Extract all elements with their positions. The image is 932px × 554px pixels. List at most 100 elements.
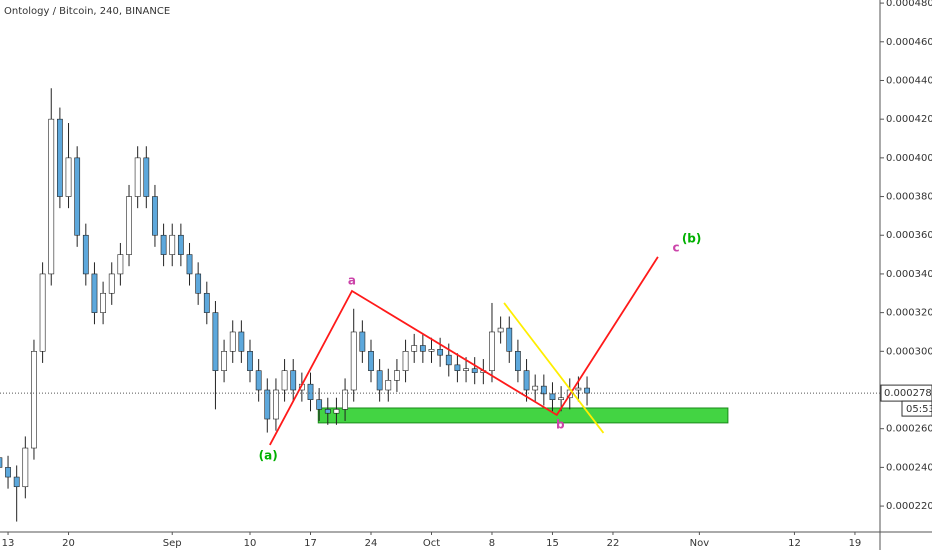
candle-body xyxy=(523,370,530,391)
candle-body xyxy=(489,331,495,371)
chart-title: Ontology / Bitcoin, 240, BINANCE xyxy=(4,6,170,17)
x-tick-label: 17 xyxy=(304,538,317,549)
candle-body xyxy=(281,370,288,391)
x-tick-label: 24 xyxy=(365,538,378,549)
x-tick-label: 10 xyxy=(244,538,257,549)
candle-body xyxy=(255,370,262,391)
candle-body xyxy=(290,370,297,391)
x-tick-label: 19 xyxy=(849,538,862,549)
candle-body xyxy=(575,387,582,391)
candle-body xyxy=(540,385,547,395)
candle-body xyxy=(65,157,72,197)
candle-body xyxy=(108,273,115,294)
x-tick-label: 8 xyxy=(489,538,495,549)
wave-label: a xyxy=(348,273,356,287)
candle-body xyxy=(91,273,98,313)
x-tick-label: 12 xyxy=(788,538,801,549)
candle-body xyxy=(368,351,374,371)
candle-body xyxy=(247,351,253,371)
candle-body xyxy=(152,196,158,236)
candle-body xyxy=(0,457,3,468)
candle-body xyxy=(31,351,37,449)
wave-label: c xyxy=(672,241,679,255)
candle-body xyxy=(169,234,176,255)
candle-body xyxy=(437,349,444,356)
candle-body xyxy=(186,254,193,275)
candle-body xyxy=(428,349,435,352)
x-tick-label: Nov xyxy=(690,538,710,549)
candle-body xyxy=(359,331,366,352)
x-tick-label: 13 xyxy=(2,538,15,549)
countdown-label: 05:53 xyxy=(906,404,932,415)
candle-body xyxy=(22,447,29,488)
candle-body xyxy=(376,370,383,391)
candle-body xyxy=(134,157,141,197)
candle-body xyxy=(558,397,565,400)
candle-body xyxy=(117,254,124,275)
candle-body xyxy=(307,383,314,400)
candle-body xyxy=(39,273,46,352)
candle-body xyxy=(419,345,426,352)
candle-body xyxy=(203,292,210,313)
x-tick-label: 20 xyxy=(62,538,75,549)
candle-body xyxy=(385,380,392,391)
y-tick-label: 0.0004800 xyxy=(886,0,932,9)
candle-body xyxy=(195,273,202,294)
candle-body xyxy=(212,312,219,371)
x-tick-label: Sep xyxy=(163,538,182,549)
candle-body xyxy=(264,389,271,420)
candle-body xyxy=(56,118,63,197)
trend-line xyxy=(503,302,605,434)
candle-body xyxy=(471,368,478,373)
candle-body xyxy=(13,476,20,488)
wave-label: b xyxy=(556,417,565,431)
last-price-label: 0.0002784 xyxy=(884,388,932,399)
candle-body xyxy=(316,399,323,410)
candle-body xyxy=(273,389,279,420)
candle-body xyxy=(342,389,348,410)
candle-body xyxy=(160,234,167,255)
wave-label: (a) xyxy=(259,448,278,462)
candle-body xyxy=(82,234,89,275)
candle-body xyxy=(229,331,236,352)
countdown-tag xyxy=(901,400,932,417)
candle-body xyxy=(454,364,461,371)
candle-body xyxy=(100,292,106,313)
candle-body xyxy=(48,118,55,275)
candle-body xyxy=(506,327,513,352)
candle-body xyxy=(333,409,340,414)
candle-body xyxy=(5,467,11,478)
wave-label: (b) xyxy=(682,231,702,245)
candle-body xyxy=(549,393,556,400)
candle-body xyxy=(515,351,521,371)
x-tick-label: 22 xyxy=(607,538,620,549)
trend-line xyxy=(269,256,659,446)
candle-body xyxy=(411,345,418,352)
candle-body xyxy=(463,368,469,371)
candle-body xyxy=(238,331,245,352)
candle-body xyxy=(324,409,331,414)
candle-body xyxy=(394,370,400,381)
candle-body xyxy=(221,351,227,371)
candle-body xyxy=(532,385,539,391)
candle-body xyxy=(584,387,590,394)
support-zone xyxy=(317,407,729,424)
candle-body xyxy=(74,157,81,236)
candle-body xyxy=(126,196,132,255)
candle-body xyxy=(177,234,184,255)
candle-body xyxy=(445,354,452,366)
candle-body xyxy=(143,157,150,197)
candle-body xyxy=(402,351,409,371)
x-tick-label: Oct xyxy=(423,538,440,549)
